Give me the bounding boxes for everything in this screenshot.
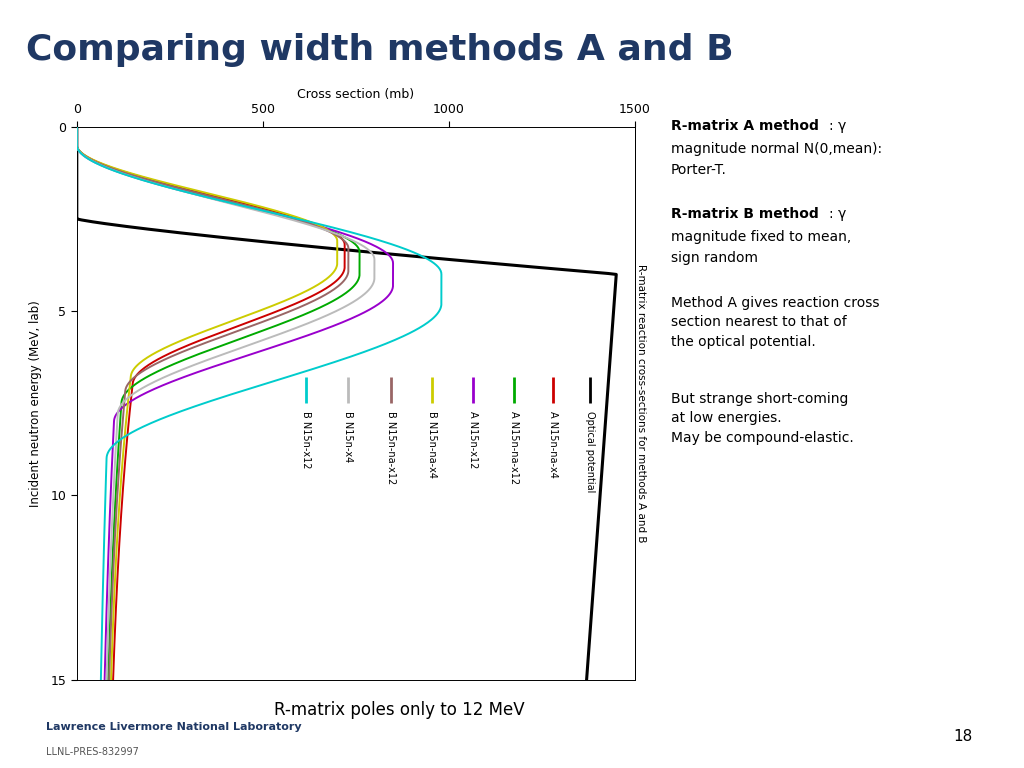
Text: 18: 18	[953, 729, 972, 744]
Y-axis label: R-matrix reaction cross-sections for methods A and B: R-matrix reaction cross-sections for met…	[636, 264, 646, 542]
Text: R-matrix B method: R-matrix B method	[671, 207, 818, 221]
Text: B N15n-na-x4: B N15n-na-x4	[427, 411, 437, 478]
Text: sign random: sign random	[671, 251, 758, 265]
Text: : γ: : γ	[829, 119, 847, 133]
Text: B N15n-x12: B N15n-x12	[301, 411, 310, 468]
Text: A N15n-na-x4: A N15n-na-x4	[548, 411, 558, 478]
Text: LLNL-PRES-832997: LLNL-PRES-832997	[46, 747, 139, 757]
Text: But strange short-coming
at low energies.
May be compound-elastic.: But strange short-coming at low energies…	[671, 392, 853, 445]
Text: Porter-T.: Porter-T.	[671, 163, 727, 177]
Text: A N15n-x12: A N15n-x12	[468, 411, 478, 468]
Text: B N15n-na-x12: B N15n-na-x12	[386, 411, 396, 484]
Text: Optical potential: Optical potential	[586, 411, 595, 492]
Text: Method A gives reaction cross
section nearest to that of
the optical potential.: Method A gives reaction cross section ne…	[671, 296, 880, 349]
Text: R-matrix A method: R-matrix A method	[671, 119, 818, 133]
Text: Lawrence Livermore National Laboratory: Lawrence Livermore National Laboratory	[46, 722, 302, 732]
Text: magnitude fixed to mean,: magnitude fixed to mean,	[671, 230, 851, 244]
Text: magnitude normal N(0,mean):: magnitude normal N(0,mean):	[671, 142, 882, 156]
Text: : γ: : γ	[829, 207, 847, 221]
X-axis label: Cross section (mb): Cross section (mb)	[297, 88, 415, 101]
Text: A N15n-na-x12: A N15n-na-x12	[509, 411, 519, 484]
Text: R-matrix poles only to 12 MeV: R-matrix poles only to 12 MeV	[274, 701, 524, 720]
Y-axis label: Incident neutron energy (MeV, lab): Incident neutron energy (MeV, lab)	[29, 300, 42, 507]
Text: Comparing width methods A and B: Comparing width methods A and B	[26, 33, 733, 67]
Text: B N15n-x4: B N15n-x4	[343, 411, 353, 462]
